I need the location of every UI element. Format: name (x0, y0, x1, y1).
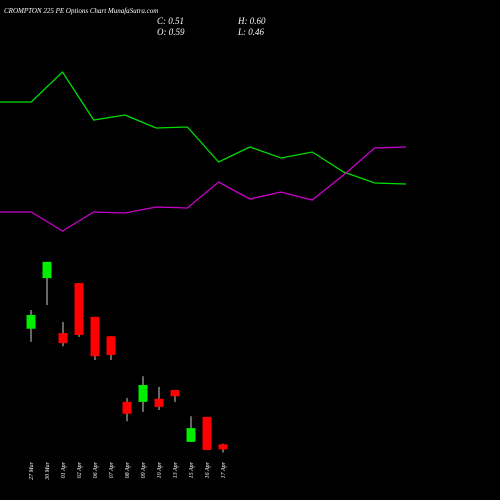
readout-high: H: 0.60 (237, 16, 266, 26)
candle-body (74, 283, 84, 335)
x-tick-label: 02 Apr (77, 461, 83, 478)
candle-body (202, 416, 212, 450)
candle-body (90, 316, 100, 357)
x-tick-label: 17 Apr (221, 461, 227, 478)
candle-body (122, 401, 132, 414)
candle-body (154, 398, 164, 407)
x-tick-label: 07 Apr (109, 461, 115, 478)
readout-close: C: 0.51 (157, 16, 184, 26)
candle-body (26, 315, 36, 329)
candle-body (42, 261, 52, 279)
x-tick-label: 01 Apr (61, 461, 67, 478)
x-tick-label: 15 Apr (189, 461, 195, 478)
line-series (0, 70, 407, 185)
x-tick-label: 10 Apr (157, 461, 163, 478)
x-tick-label: 13 Apr (173, 461, 179, 478)
x-tick-label: 16 Apr (205, 461, 211, 478)
x-tick-label: 27 Mar (29, 461, 35, 479)
readout-open: O: 0.59 (157, 27, 185, 37)
candle-body (218, 444, 228, 450)
candle-body (138, 385, 148, 402)
x-tick-label: 09 Apr (141, 461, 147, 478)
candle-body (58, 333, 68, 344)
readout-low: L: 0.46 (237, 27, 265, 37)
x-tick-label: 30 Mar (45, 461, 51, 480)
candle-body (186, 428, 196, 442)
candle-body (106, 336, 116, 355)
x-tick-label: 08 Apr (125, 461, 131, 478)
chart-title: CROMPTON 225 PE Options Chart MunafaSutr… (4, 7, 158, 15)
x-tick-label: 06 Apr (93, 461, 99, 478)
line-series (0, 146, 407, 232)
candle-body (170, 390, 180, 397)
